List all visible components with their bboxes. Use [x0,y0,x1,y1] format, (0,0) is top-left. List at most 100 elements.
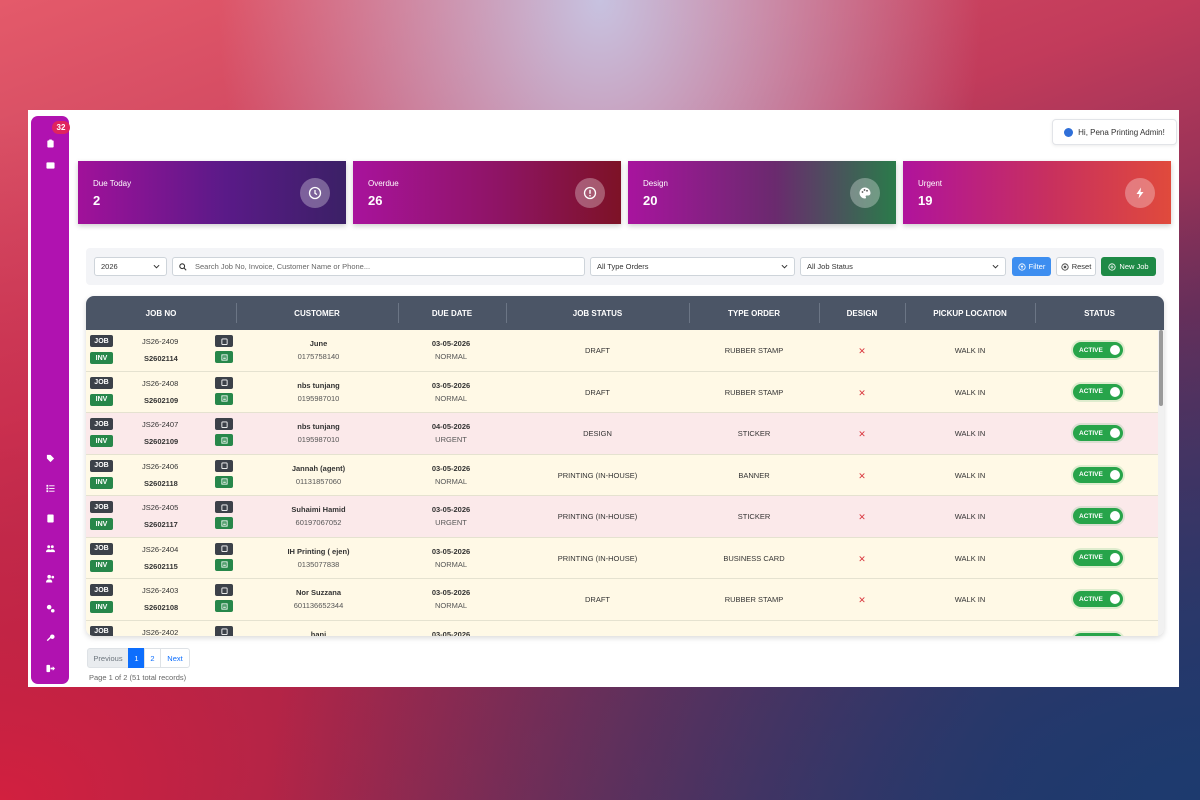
status-toggle[interactable] [1073,632,1123,636]
sidebar-item-logout[interactable] [31,660,69,676]
clipboard-icon [220,379,228,386]
year-select[interactable]: 2026 [94,257,167,276]
view-invoice-button[interactable] [215,600,233,612]
page-1-button[interactable]: 1 [128,648,145,668]
page-2-button[interactable]: 2 [144,648,161,668]
customer-phone: 60197067052 [295,518,342,527]
view-job-button[interactable] [215,335,233,347]
design-cross-icon: ✕ [858,346,866,356]
header-customer[interactable]: CUSTOMER [294,308,340,318]
toggle-knob [1110,428,1120,438]
status-toggle[interactable]: ACTIVE [1073,383,1123,400]
priority: URGENT [435,435,467,444]
invoice-number[interactable]: S2602117 [144,520,178,529]
view-invoice-button[interactable] [215,517,233,529]
table-scrollbar[interactable] [1158,330,1164,636]
job-number[interactable]: JS26-2403 [142,586,179,595]
view-invoice-button[interactable] [215,434,233,446]
invoice-number[interactable]: S2602109 [144,395,179,405]
search-placeholder: Search Job No, Invoice, Customer Name or… [195,262,371,271]
reset-button[interactable]: Reset [1056,257,1096,276]
header-pickup-location[interactable]: PICKUP LOCATION [933,308,1007,318]
stat-card-design[interactable]: Design 20 [628,161,896,224]
sidebar-item-settings[interactable] [31,600,69,616]
sidebar-item-jobs[interactable] [31,135,69,151]
sidebar-item-groups[interactable] [31,540,69,556]
status-toggle[interactable]: ACTIVE [1073,466,1123,483]
filter-icon [1018,262,1026,271]
invoice-number[interactable]: S2602108 [144,603,179,612]
view-invoice-button[interactable] [215,475,233,488]
status-toggle[interactable]: ACTIVE [1073,549,1123,566]
stat-card-urgent[interactable]: Urgent 19 [903,161,1171,224]
table-row[interactable]: JOB INV JS26-2409 S2602114 June 01757581… [86,330,1158,372]
job-number[interactable]: JS26-2407 [142,420,179,429]
header-design[interactable]: DESIGN [846,308,878,318]
table-row[interactable]: JOB INV JS26-2404 S2602115 IH Printing (… [86,537,1158,579]
user-menu[interactable]: Hi, Pena Printing Admin! [1052,119,1177,145]
job-number[interactable]: JS26-2409 [142,337,179,346]
view-job-button[interactable] [215,542,233,555]
view-job-button[interactable] [215,459,233,472]
user-circle-icon [1064,127,1074,137]
view-invoice-button[interactable] [215,351,233,363]
status-toggle[interactable]: ACTIVE [1073,342,1123,358]
stat-card-overdue[interactable]: Overdue 26 [353,161,621,224]
new-job-button[interactable]: New Job [1101,257,1156,276]
sidebar-item-users[interactable] [31,570,69,586]
table-row[interactable]: JOB INV JS26-2403 S2602108 Nor Suzzana 6… [86,579,1158,621]
view-job-button[interactable] [215,584,233,596]
job-number[interactable]: JS26-2402 [142,627,179,637]
header-type-order[interactable]: TYPE ORDER [727,308,780,318]
table-row[interactable]: JOB INV JS26-2408 S2602109 nbs tunjang 0… [86,371,1158,413]
status-toggle[interactable]: ACTIVE [1073,425,1123,441]
sidebar-item-tasks[interactable] [31,480,69,496]
scrollbar-thumb[interactable] [1159,330,1163,406]
next-page-button[interactable]: Next [160,648,190,668]
previous-page-button[interactable]: Previous [87,648,129,668]
job-number[interactable]: JS26-2406 [142,461,179,471]
view-invoice-button[interactable] [215,392,233,405]
job-number[interactable]: JS26-2405 [142,503,179,512]
customer-name: June [309,339,328,348]
header-due-date[interactable]: DUE DATE [431,308,473,318]
table-row[interactable]: JOB INV JS26-2406 S2602118 Jannah (agent… [86,454,1158,496]
view-job-button[interactable] [215,418,233,430]
invoice-number[interactable]: S2602114 [144,354,178,363]
job-status: PRINTING (IN-HOUSE) [557,512,638,521]
view-job-button[interactable] [215,625,233,636]
customer-phone: 01131857060 [295,476,342,486]
table-row[interactable]: JOB JS26-2402 hani 03-05-2026 [86,620,1158,637]
view-job-button[interactable] [215,501,233,513]
header-job-no[interactable]: JOB NO [145,308,177,318]
search-input[interactable]: Search Job No, Invoice, Customer Name or… [172,257,585,276]
sidebar-item-keys[interactable] [31,630,69,646]
view-invoice-button[interactable] [215,558,233,571]
toggle-knob [1110,635,1120,636]
due-date: 03-05-2026 [431,505,471,514]
job-status-select[interactable]: All Job Status [800,257,1006,276]
view-job-button[interactable] [215,376,233,389]
filter-button[interactable]: Filter [1012,257,1051,276]
job-number[interactable]: JS26-2408 [142,378,179,388]
stat-label: Urgent [918,179,943,188]
priority: NORMAL [434,393,468,403]
clipboard-icon [46,138,54,148]
sidebar-item-book[interactable] [31,510,69,526]
header-job-status[interactable]: JOB STATUS [572,308,623,318]
status-toggle[interactable]: ACTIVE [1073,591,1123,607]
job-tag: JOB [90,418,113,430]
invoice-number[interactable]: S2602109 [144,437,179,446]
sidebar-item-tags[interactable] [31,450,69,466]
stat-card-due-today[interactable]: Due Today 2 [78,161,346,224]
job-number[interactable]: JS26-2404 [142,544,179,554]
type-order-select[interactable]: All Type Orders [590,257,795,276]
invoice-number[interactable]: S2602115 [144,561,178,571]
table-row[interactable]: JOB INV JS26-2405 S2602117 Suhaimi Hamid… [86,496,1158,538]
status-label: ACTIVE [1079,388,1103,395]
invoice-number[interactable]: S2602118 [144,478,178,488]
table-row[interactable]: JOB INV JS26-2407 S2602109 nbs tunjang 0… [86,413,1158,455]
header-status[interactable]: STATUS [1084,308,1115,318]
sidebar-item-list[interactable] [31,157,69,173]
status-toggle[interactable]: ACTIVE [1073,508,1123,524]
